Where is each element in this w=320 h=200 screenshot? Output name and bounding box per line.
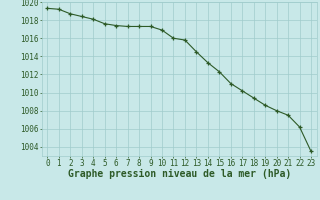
X-axis label: Graphe pression niveau de la mer (hPa): Graphe pression niveau de la mer (hPa)	[68, 169, 291, 179]
